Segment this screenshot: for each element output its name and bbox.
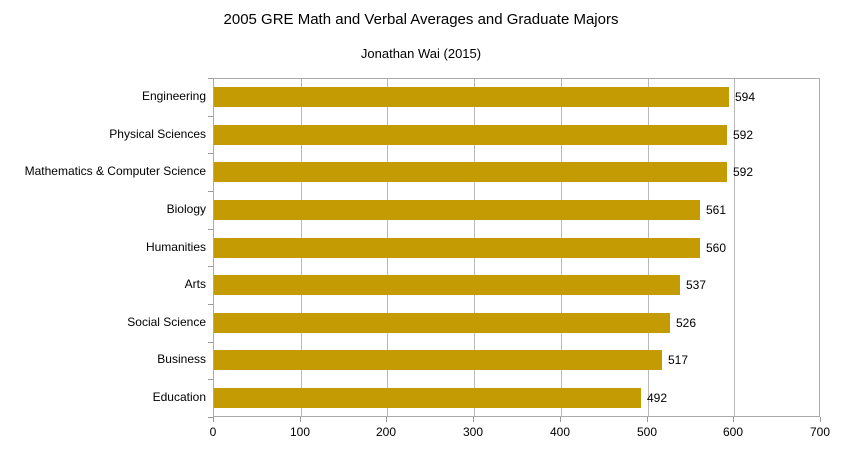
x-axis-tick bbox=[647, 417, 648, 422]
y-axis-tick bbox=[208, 266, 213, 267]
x-axis-tick bbox=[300, 417, 301, 422]
x-axis-label: 200 bbox=[375, 425, 397, 439]
x-axis-tick bbox=[820, 417, 821, 422]
x-axis-label: 100 bbox=[289, 425, 311, 439]
y-axis-tick bbox=[208, 116, 213, 117]
x-axis-tick bbox=[733, 417, 734, 422]
category-label: Engineering bbox=[141, 89, 206, 103]
value-label: 560 bbox=[706, 241, 727, 255]
bar-biology bbox=[214, 200, 700, 220]
category-label: Education bbox=[152, 390, 206, 404]
x-axis-tick bbox=[560, 417, 561, 422]
gridline-x-600 bbox=[734, 79, 735, 416]
y-axis-tick bbox=[208, 153, 213, 154]
bar-physical-sciences bbox=[214, 125, 727, 145]
x-axis-label: 0 bbox=[209, 425, 217, 439]
category-label: Business bbox=[157, 352, 206, 366]
bar-humanities bbox=[214, 238, 700, 258]
plot-area: 594 592 592 561 560 537 526 517 492 bbox=[213, 78, 820, 417]
bar-business bbox=[214, 350, 662, 370]
chart-subtitle: Jonathan Wai (2015) bbox=[360, 46, 482, 61]
y-axis-tick bbox=[208, 304, 213, 305]
x-axis-label: 700 bbox=[809, 425, 831, 439]
category-label: Humanities bbox=[145, 240, 206, 254]
y-axis-tick bbox=[208, 379, 213, 380]
value-label: 526 bbox=[676, 316, 697, 330]
x-axis-label: 600 bbox=[722, 425, 744, 439]
x-axis-label: 400 bbox=[549, 425, 571, 439]
value-label: 594 bbox=[735, 90, 756, 104]
value-label: 517 bbox=[668, 353, 689, 367]
chart-title: 2005 GRE Math and Verbal Averages and Gr… bbox=[223, 11, 619, 28]
x-axis-label: 500 bbox=[636, 425, 658, 439]
bar-social-science bbox=[214, 313, 670, 333]
bar-mathematics-computer-science bbox=[214, 162, 727, 182]
y-axis-tick bbox=[208, 191, 213, 192]
x-axis-tick bbox=[473, 417, 474, 422]
y-axis-tick bbox=[208, 229, 213, 230]
bar-arts bbox=[214, 275, 680, 295]
y-axis-tick bbox=[208, 417, 213, 418]
x-axis-tick bbox=[386, 417, 387, 422]
value-label: 537 bbox=[686, 278, 707, 292]
category-label: Physical Sciences bbox=[109, 127, 206, 141]
category-label: Arts bbox=[184, 277, 206, 291]
value-label: 492 bbox=[647, 391, 668, 405]
value-label: 592 bbox=[733, 128, 754, 142]
y-axis-tick bbox=[208, 78, 213, 79]
value-label: 561 bbox=[706, 203, 727, 217]
category-label: Mathematics & Computer Science bbox=[24, 164, 206, 178]
x-axis-label: 300 bbox=[462, 425, 484, 439]
bar-engineering bbox=[214, 87, 729, 107]
value-label: 592 bbox=[733, 165, 754, 179]
bar-education bbox=[214, 388, 641, 408]
x-axis-tick bbox=[213, 417, 214, 422]
category-label: Biology bbox=[166, 202, 206, 216]
category-label: Social Science bbox=[127, 315, 206, 329]
y-axis-tick bbox=[208, 342, 213, 343]
